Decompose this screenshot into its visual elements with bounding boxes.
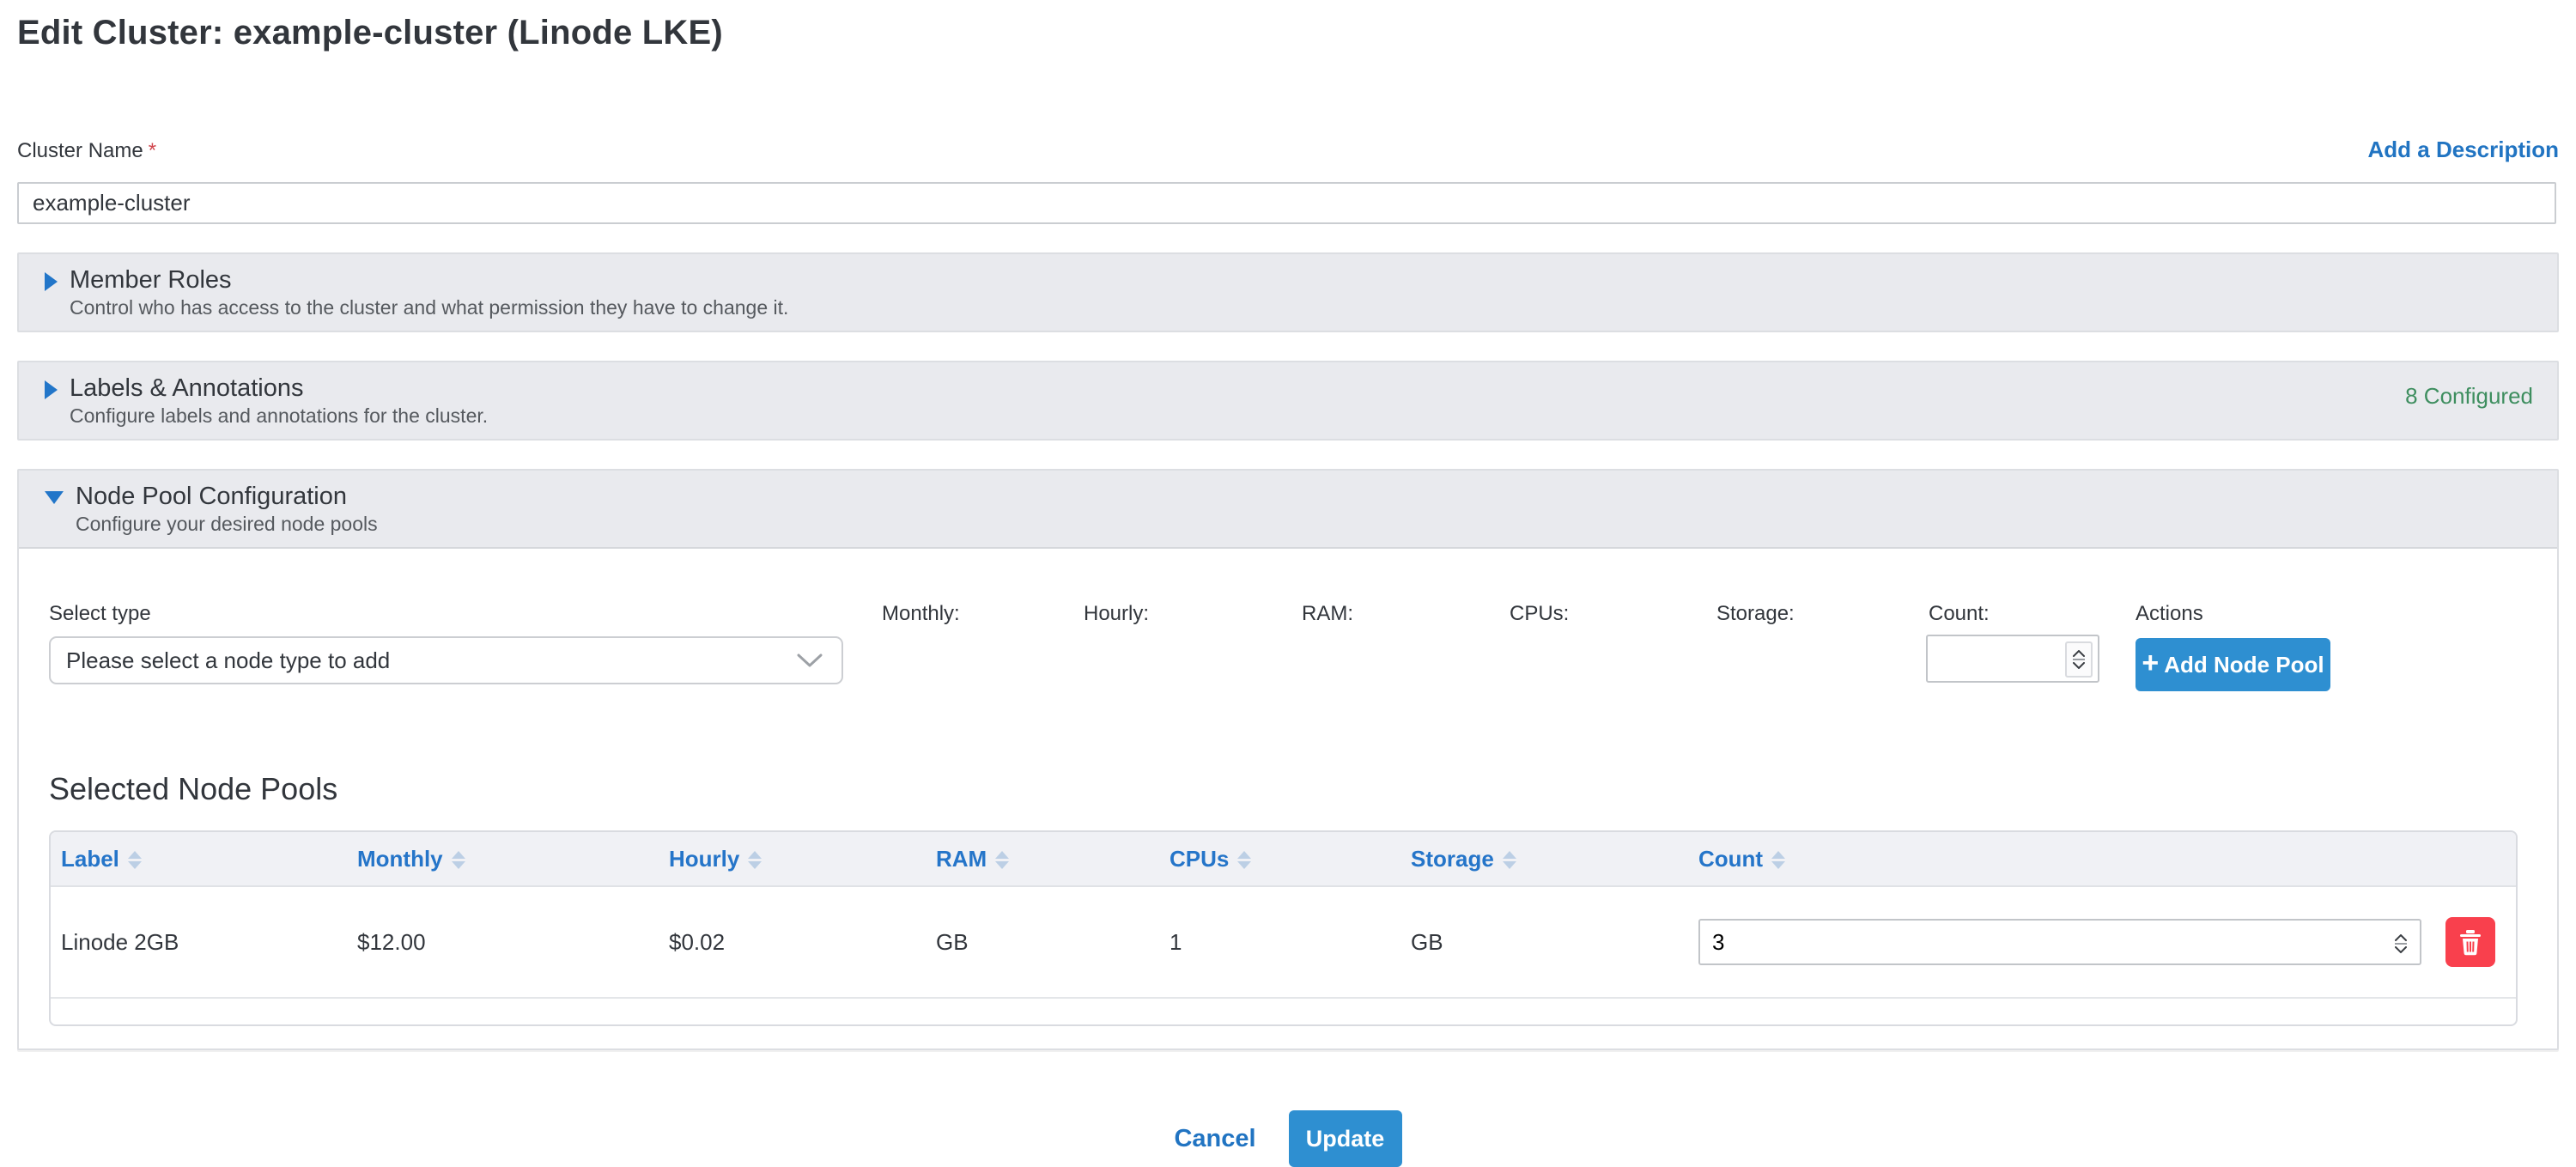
column-header-text: Label (61, 846, 119, 872)
sort-icon (1771, 851, 1785, 869)
form-actions: Cancel Update (17, 1110, 2559, 1167)
node-pool-configuration-body: Select type Please select a node type to… (19, 549, 2557, 1048)
chevron-down-icon (797, 653, 823, 668)
sort-icon (748, 851, 762, 869)
plus-icon: + (2142, 648, 2159, 678)
row-count-field (1698, 919, 2421, 965)
section-title: Member Roles (70, 265, 2531, 295)
member-roles-section: Member Roles Control who has access to t… (17, 252, 2559, 332)
selected-node-pools-heading: Selected Node Pools (49, 770, 2557, 808)
table-footer-row (51, 999, 2516, 1024)
column-header-text: Count (1698, 846, 1763, 872)
node-pool-row: Linode 2GB $12.00 $0.02 GB 1 GB (51, 887, 2516, 999)
column-header-count[interactable]: Count (1688, 832, 2421, 887)
sort-icon (1237, 851, 1251, 869)
column-header-text: Storage (1411, 846, 1494, 872)
sort-icon (1503, 851, 1516, 869)
page-title: Edit Cluster: example-cluster (Linode LK… (17, 12, 2559, 53)
trash-icon (2458, 927, 2483, 957)
stepper-up-icon[interactable] (2073, 650, 2085, 657)
row-count-stepper[interactable] (2387, 926, 2415, 962)
node-type-select[interactable]: Please select a node type to add (49, 636, 843, 684)
stepper-down-icon[interactable] (2073, 662, 2085, 669)
add-description-link[interactable]: Add a Description (2368, 137, 2559, 163)
column-header-hourly[interactable]: Hourly (659, 832, 926, 887)
section-subtitle: Control who has access to the cluster an… (70, 296, 2531, 319)
cell-storage: GB (1400, 887, 1688, 999)
node-type-select-value: Please select a node type to add (66, 647, 390, 674)
section-subtitle: Configure labels and annotations for the… (70, 404, 2531, 428)
sort-icon (995, 851, 1009, 869)
column-header-text: Monthly (357, 846, 443, 872)
sort-icon (128, 851, 142, 869)
cell-ram: GB (926, 887, 1159, 999)
count-field (1926, 635, 2099, 683)
column-header-cpus[interactable]: CPUs (1159, 832, 1400, 887)
section-title: Labels & Annotations (70, 374, 2531, 403)
cell-hourly: $0.02 (659, 887, 926, 999)
column-header-actions (2421, 832, 2516, 887)
delete-node-pool-button[interactable] (2445, 917, 2495, 967)
configured-count-badge: 8 Configured (2405, 383, 2533, 410)
table-header-row: Label Monthly Hourly RAM CPUs Storage Co… (51, 832, 2516, 887)
expand-right-icon (45, 380, 58, 399)
member-roles-titles: Member Roles Control who has access to t… (70, 265, 2531, 319)
cell-monthly: $12.00 (347, 887, 659, 999)
count-stepper[interactable] (2065, 641, 2093, 678)
stepper-divider (2395, 943, 2407, 945)
column-header-label[interactable]: Label (51, 832, 347, 887)
section-title: Node Pool Configuration (76, 482, 2531, 511)
actions-label: Actions (2136, 602, 2203, 626)
column-header-storage[interactable]: Storage (1400, 832, 1688, 887)
column-header-monthly[interactable]: Monthly (347, 832, 659, 887)
column-header-text: CPUs (1170, 846, 1229, 872)
cell-cpus: 1 (1159, 887, 1400, 999)
member-roles-header[interactable]: Member Roles Control who has access to t… (19, 254, 2557, 331)
labels-annotations-titles: Labels & Annotations Configure labels an… (70, 374, 2531, 428)
update-button[interactable]: Update (1289, 1110, 1402, 1167)
labels-annotations-header[interactable]: Labels & Annotations Configure labels an… (19, 362, 2557, 439)
storage-label: Storage: (1716, 602, 1795, 626)
add-node-pool-button[interactable]: + Add Node Pool (2136, 638, 2330, 691)
cell-actions (2421, 887, 2516, 999)
column-header-text: Hourly (669, 846, 739, 872)
count-label: Count: (1929, 602, 1990, 626)
node-pool-titles: Node Pool Configuration Configure your d… (76, 482, 2531, 536)
node-pool-configuration-section: Node Pool Configuration Configure your d… (17, 469, 2559, 1050)
node-pool-config-row: Select type Please select a node type to… (19, 549, 2557, 731)
select-type-label: Select type (49, 602, 151, 626)
section-subtitle: Configure your desired node pools (76, 513, 2531, 536)
cell-label: Linode 2GB (51, 887, 347, 999)
selected-node-pools-table: Label Monthly Hourly RAM CPUs Storage Co… (49, 830, 2518, 1026)
cell-count (1688, 887, 2421, 999)
stepper-down-icon[interactable] (2395, 946, 2407, 953)
column-header-ram[interactable]: RAM (926, 832, 1159, 887)
stepper-divider (2073, 659, 2085, 660)
column-header-text: RAM (936, 846, 987, 872)
ram-label: RAM: (1302, 602, 1353, 626)
hourly-label: Hourly: (1084, 602, 1149, 626)
sort-icon (452, 851, 465, 869)
cluster-name-label-group: Cluster Name * (17, 139, 156, 163)
add-node-pool-label: Add Node Pool (2164, 652, 2324, 678)
node-pool-configuration-header[interactable]: Node Pool Configuration Configure your d… (19, 471, 2557, 549)
cluster-name-row: Cluster Name * Add a Description (17, 132, 2559, 163)
monthly-label: Monthly: (882, 602, 960, 626)
labels-annotations-section: Labels & Annotations Configure labels an… (17, 361, 2559, 441)
cluster-name-label: Cluster Name (17, 139, 143, 162)
expand-right-icon (45, 272, 58, 291)
collapse-down-icon (45, 491, 64, 504)
cpus-label: CPUs: (1510, 602, 1569, 626)
required-asterisk: * (149, 139, 156, 162)
cancel-button[interactable]: Cancel (1174, 1125, 1255, 1153)
cluster-name-input[interactable] (17, 182, 2556, 224)
stepper-up-icon[interactable] (2395, 934, 2407, 941)
row-count-input[interactable] (1698, 919, 2421, 965)
